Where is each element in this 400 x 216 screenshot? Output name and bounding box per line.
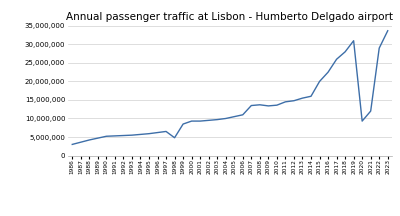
Title: Annual passenger traffic at Lisbon - Humberto Delgado airport: Annual passenger traffic at Lisbon - Hum…	[66, 12, 394, 22]
